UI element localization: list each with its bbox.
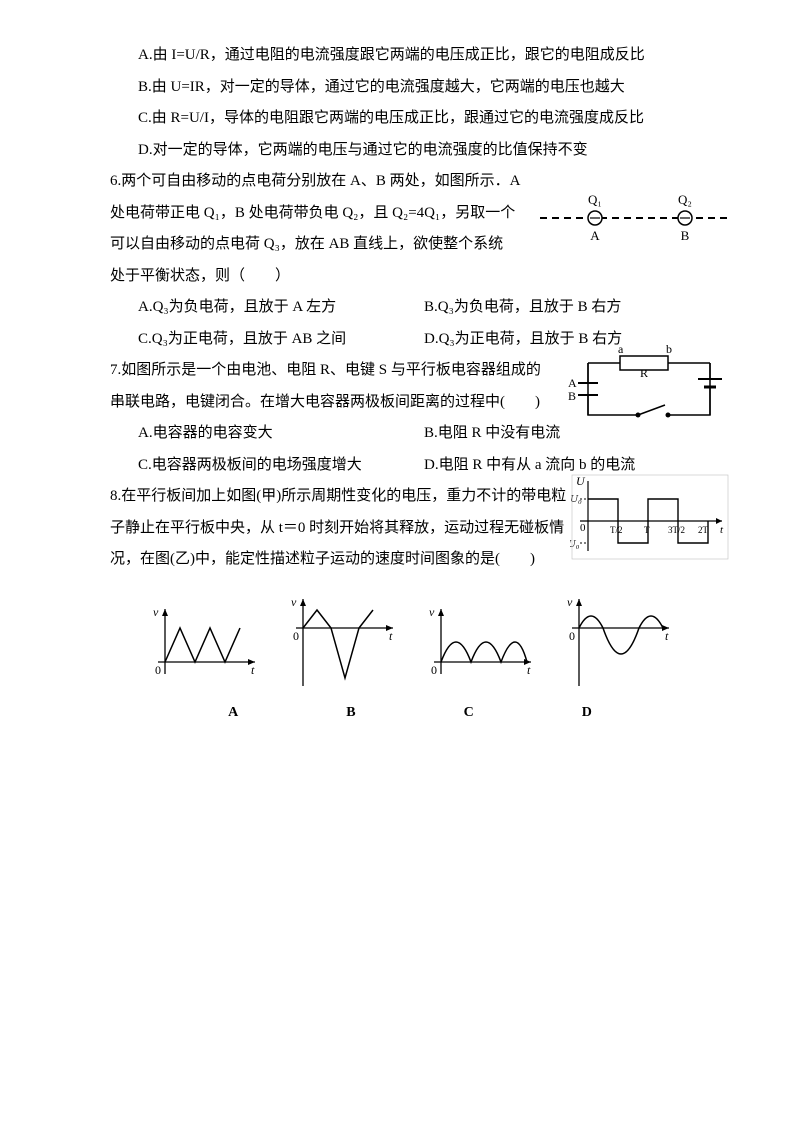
svg-text:t: t (527, 663, 531, 677)
q6-option-b: B.Q₃为负电荷，且放于 B 右方 (424, 292, 710, 324)
q7-stem: 7.如图所示是一个由电池、电阻 R、电键 S 与平行板电容器组成的 R a b … (110, 355, 710, 387)
fig8-u-axis: U (576, 474, 586, 488)
fig8-2t: 2T (698, 525, 709, 535)
q8-fig-d: v 0 t (557, 594, 677, 694)
svg-text:v: v (429, 605, 435, 619)
fig8-t-axis: t (720, 524, 724, 536)
fig8-3t2: 3T/2 (668, 525, 685, 535)
q7-figure: R a b A B (560, 345, 730, 433)
svg-text:0: 0 (155, 663, 161, 677)
q8-stem: 8.在平行板间加上如图(甲)所示周期性变化的电压，重力不计的带电粒 U U₀ 0… (110, 481, 710, 513)
q6-figure: Q₁ Q₂ A B (540, 188, 730, 248)
q7-option-a: A.电容器的电容变大 (138, 418, 424, 450)
fig8-mu0: -U₀ (570, 538, 580, 550)
q6-stem-2: 处电荷带正电 Q₁，B 处电荷带负电 Q₂，且 Q₂=4Q₁，另取一个 Q₁ Q… (110, 198, 710, 230)
fig8-t: T (644, 525, 650, 535)
q8-figure-u: U U₀ 0 -U₀ t T/2 T 3T/2 2T (570, 471, 730, 561)
fig8-t2: T/2 (610, 525, 623, 535)
q6-line2: 处电荷带正电 Q₁，B 处电荷带负电 Q₂，且 Q₂=4Q₁，另取一个 (110, 205, 515, 221)
fig6-a-label: A (590, 228, 600, 243)
fig7-A-label: A (568, 376, 577, 390)
q7-line1: 7.如图所示是一个由电池、电阻 R、电键 S 与平行板电容器组成的 (110, 362, 541, 378)
svg-text:v: v (567, 595, 573, 609)
fig6-q2-label: Q₂ (678, 192, 692, 207)
q8-fig-b: v 0 t (281, 594, 401, 694)
q8-label-b: B (346, 698, 355, 727)
fig6-b-label: B (681, 228, 690, 243)
q8-label-c: C (464, 698, 474, 727)
svg-text:t: t (665, 629, 669, 643)
svg-text:0: 0 (431, 663, 437, 677)
q8-label-d: D (582, 698, 592, 727)
q6-option-a: A.Q₃为负电荷，且放于 A 左方 (138, 292, 424, 324)
q8-fig-c: v 0 t (419, 604, 539, 694)
q5-option-d: D.对一定的导体，它两端的电压与通过它的电流强度的比值保持不变 (110, 135, 710, 167)
svg-text:v: v (291, 595, 297, 609)
fig8-origin: 0 (580, 522, 586, 534)
fig7-b-label: b (666, 345, 672, 356)
q8-line1: 8.在平行板间加上如图(甲)所示周期性变化的电压，重力不计的带电粒 (110, 488, 566, 504)
q6-line4: 处于平衡状态，则（ ） (110, 261, 710, 293)
svg-text:v: v (153, 605, 159, 619)
q8-fig-a: v 0 t (143, 604, 263, 694)
svg-text:t: t (389, 629, 393, 643)
q5-option-c: C.由 R=U/I，导体的电阻跟它两端的电压成正比，跟通过它的电流强度成反比 (110, 103, 710, 135)
fig7-a-label: a (618, 345, 624, 356)
q8-label-a: A (228, 698, 238, 727)
q8-option-figures: v 0 t v 0 t v (110, 594, 710, 727)
fig6-q1-label: Q₁ (588, 192, 602, 207)
q6-line1: 6.两个可自由移动的点电荷分别放在 A、B 两处，如图所示．A (110, 173, 520, 189)
exam-page: A.由 I=U/R，通过电阻的电流强度跟它两端的电压成正比，跟它的电阻成反比 B… (0, 0, 800, 777)
q6-option-c: C.Q₃为正电荷，且放于 AB 之间 (138, 324, 424, 356)
q6-options-row1: A.Q₃为负电荷，且放于 A 左方 B.Q₃为负电荷，且放于 B 右方 (110, 292, 710, 324)
q5-option-a: A.由 I=U/R，通过电阻的电流强度跟它两端的电压成正比，跟它的电阻成反比 (110, 40, 710, 72)
svg-text:0: 0 (293, 629, 299, 643)
svg-text:0: 0 (569, 629, 575, 643)
q7-option-c: C.电容器两极板间的电场强度增大 (138, 450, 424, 482)
fig7-B-label: B (568, 389, 576, 403)
q5-option-b: B.由 U=IR，对一定的导体，通过它的电流强度越大，它两端的电压也越大 (110, 72, 710, 104)
svg-text:t: t (251, 663, 255, 677)
fig7-r-label: R (640, 366, 648, 380)
